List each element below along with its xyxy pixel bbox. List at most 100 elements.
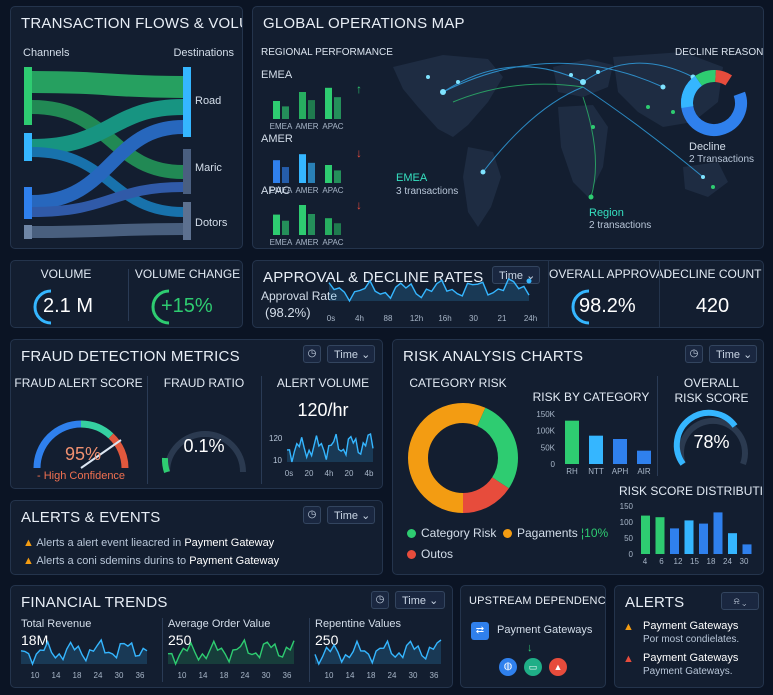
x-tick-label: 10 — [325, 671, 334, 680]
alert-event-item[interactable]: ▲ Alerts a alert event lieacred in Payme… — [23, 537, 274, 549]
time-label: Time — [402, 595, 427, 607]
legend-label: Category Risk — [421, 526, 497, 540]
x-tick-label: 20 — [345, 469, 354, 478]
sparkline-group — [286, 432, 374, 463]
risk-distribution-bar — [742, 544, 752, 554]
alert-volume-y-top: 120 — [269, 434, 283, 443]
flow-band — [31, 147, 184, 217]
map-node — [440, 89, 446, 95]
volume-panel: VOLUME 2.1 M VOLUME CHANGE +15% — [10, 260, 243, 328]
flow-band — [31, 182, 184, 217]
region-bar — [282, 106, 289, 119]
decline-sub: 2 Transactions — [689, 154, 755, 165]
route-arc — [482, 86, 584, 173]
financial-card-label: Repentine Values — [315, 618, 402, 630]
alert-sub: Payment Gateways. — [643, 666, 733, 677]
region-bar-label: EMEA — [270, 238, 293, 247]
alert-event-item[interactable]: ▲ Alerts a coni sdemins durins to Paymen… — [23, 555, 279, 567]
legend-extra: ¦10% — [581, 526, 609, 540]
sparkline-area — [287, 434, 373, 462]
time-dropdown[interactable]: Time ⌄ — [395, 591, 445, 609]
approval-rate-sparkline: 0s 4h 88 12h 16h 30 21 24h — [327, 278, 537, 323]
x-tick-label: 21 — [498, 314, 507, 323]
bell-settings-button[interactable]: ⍾ ⌄ — [721, 592, 759, 610]
overall-risk-title: OVERALL RISK SCORE — [658, 376, 763, 406]
x-tick-label: 12 — [674, 557, 683, 566]
risk-distribution-bar — [699, 523, 708, 554]
time-dropdown[interactable]: Time ⌄ — [709, 345, 757, 363]
region-bar-label: APAC — [322, 238, 343, 247]
channel-node-2 — [24, 133, 32, 161]
overall-approval-label: OVERALL APPROVAL — [549, 267, 671, 281]
risk-distribution-bar — [684, 520, 694, 554]
region-bar — [282, 167, 289, 183]
region-name: AMER — [261, 133, 293, 145]
time-dropdown[interactable]: Time ⌄ — [327, 506, 375, 524]
region-bar — [308, 214, 315, 235]
x-tick-label: 6 — [659, 557, 664, 566]
route-arc — [582, 96, 596, 198]
decline-count-value: 420 — [695, 295, 730, 317]
continent-north-america — [393, 55, 503, 137]
divider — [309, 618, 310, 682]
server-icon[interactable]: ▭ — [524, 658, 542, 676]
alert-item[interactable]: ▲ Payment Gateways Payment Gateways. — [623, 652, 763, 682]
clock-icon[interactable]: ◷ — [685, 345, 703, 363]
region-bar — [273, 214, 280, 235]
sparkline-end-dot — [526, 278, 532, 284]
panel-title: APPROVAL & DECLINE RATES — [263, 269, 484, 286]
alert-title: Payment Gateways — [643, 620, 739, 632]
divider — [548, 261, 549, 327]
panel-title: UPSTREAM DEPENDENCIES — [469, 595, 606, 607]
divider — [147, 376, 148, 484]
channel-node-3 — [24, 187, 32, 219]
sparkline-group — [328, 278, 530, 303]
sparkline-line — [286, 432, 374, 463]
region-bar — [334, 170, 341, 183]
x-tick-label: 36 — [283, 671, 292, 680]
destination-node-road — [183, 67, 191, 137]
time-label: Time — [716, 349, 741, 361]
y-tick-label: 50 — [624, 534, 633, 543]
panel-title: FINANCIAL TRENDS — [21, 594, 168, 611]
emea-map-label: EMEA — [396, 172, 428, 184]
risk-distribution-bar — [655, 517, 665, 554]
clock-icon[interactable]: ◷ — [371, 591, 389, 609]
fraud-ratio-label: FRAUD RATIO — [163, 376, 245, 390]
risk-distribution-chart: 150 100 50 04 6 12 15 18 24 30 — [620, 502, 752, 566]
sparkline-area — [168, 640, 294, 664]
overall-risk-gauge — [673, 409, 748, 466]
divider — [659, 261, 660, 327]
time-dropdown[interactable]: Time ⌄ — [327, 345, 375, 363]
destinations-label: Destinations — [173, 47, 234, 59]
x-tick-label: 14 — [199, 671, 208, 680]
panel-title: ALERTS — [625, 594, 685, 611]
network-icon: ⇄ — [471, 622, 489, 640]
region-bar — [334, 223, 341, 235]
map-node — [646, 105, 650, 109]
category-risk-donut — [408, 403, 518, 513]
clock-icon[interactable]: ◷ — [303, 506, 321, 524]
warning-icon[interactable]: ▲ — [549, 658, 567, 676]
x-tick-label: 4b — [365, 469, 374, 478]
alert-item[interactable]: ▲ Payment Gateways Por most condielates. — [623, 620, 763, 650]
x-tick-label: 30 — [115, 671, 124, 680]
channel-node-1 — [24, 67, 32, 125]
y-tick-label: 100K — [536, 427, 555, 436]
decline-label: Decline — [689, 141, 726, 153]
sparkline-line — [328, 278, 530, 303]
gateway-node[interactable]: ⇄ Payment Gateways — [471, 622, 601, 640]
approval-rate-value: (98.2%) — [265, 305, 311, 320]
sparkline-area — [315, 640, 441, 664]
clock-icon[interactable]: ◷ — [303, 345, 321, 363]
sparkline-line — [20, 638, 148, 666]
chevron-down-icon: ⌄ — [429, 595, 439, 607]
decline-count-label: DECLINE COUNT — [663, 267, 762, 281]
region-bar — [325, 165, 332, 183]
region-bar-chart: EMEA AMER APAC ↓ — [270, 198, 362, 247]
x-tick-label: 4h — [325, 469, 334, 478]
alert-event-strong: Payment Gateway — [184, 537, 275, 549]
route-arc — [452, 83, 584, 103]
x-tick-label: 18 — [73, 671, 82, 680]
globe-icon[interactable]: ◍ — [499, 658, 517, 676]
